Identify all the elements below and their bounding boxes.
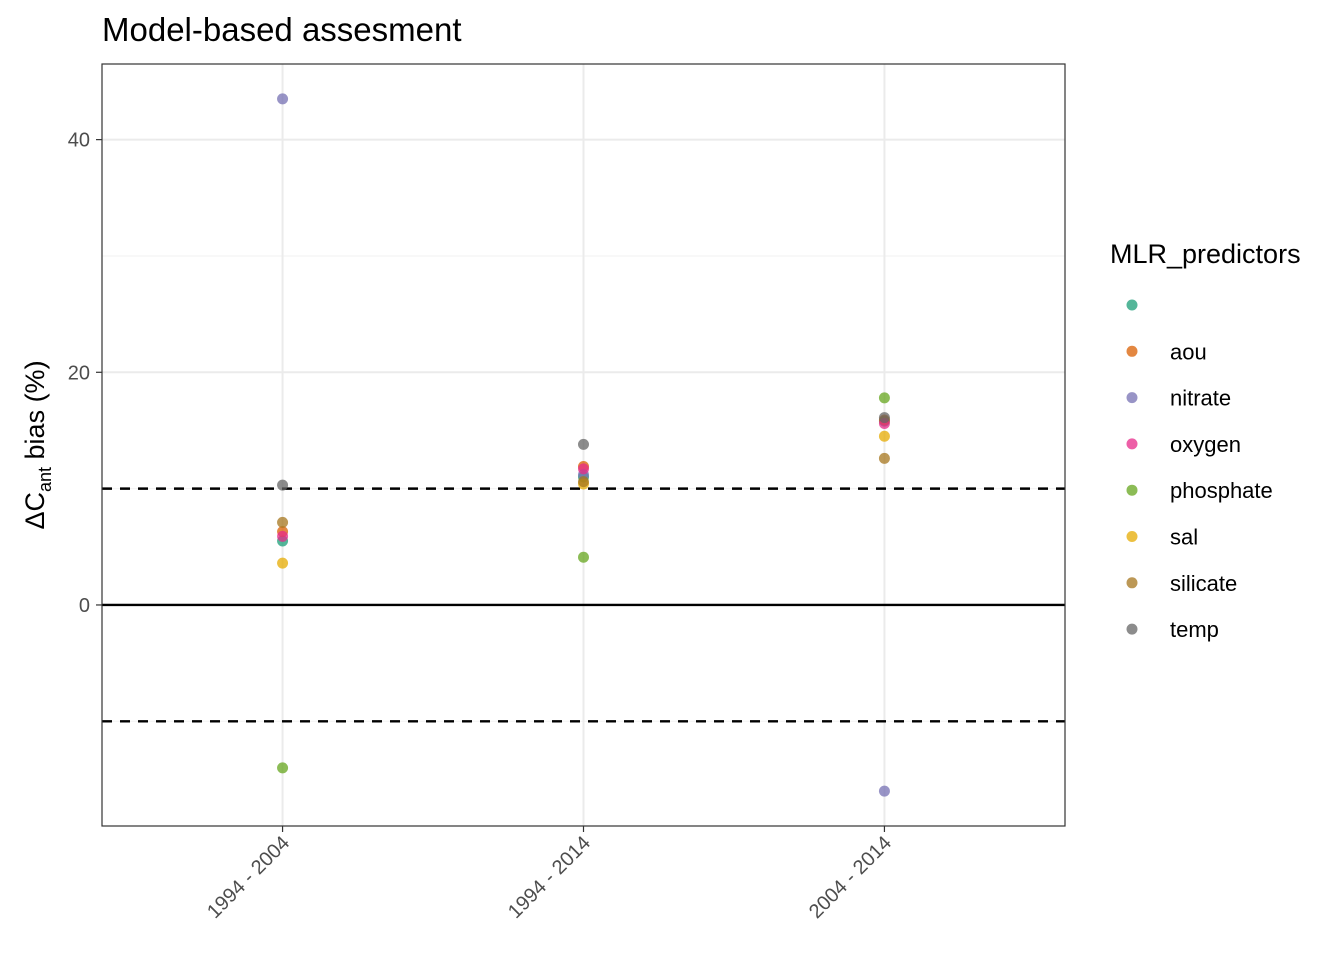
legend-items: aou nitrate oxygen phosphate sal silicate temp: [1126, 299, 1273, 642]
data-point: [578, 438, 589, 450]
plot-panel: [101, 63, 1066, 827]
data-point: [878, 412, 890, 424]
legend-title: MLR_predictors: [1110, 239, 1301, 269]
y-tick-label: 40: [68, 130, 90, 152]
chart-title: Model-based assesment: [102, 11, 462, 48]
y-axis-label: ΔCant bias (%): [20, 360, 55, 529]
legend-label: nitrate: [1170, 386, 1231, 411]
data-point: [878, 392, 890, 404]
y-tick-label: 0: [79, 595, 90, 617]
legend-label: silicate: [1170, 571, 1237, 596]
data-point: [277, 557, 289, 569]
data-point: [578, 463, 589, 475]
data-point: [578, 476, 589, 488]
x-tick-label: 1994 - 2014: [504, 832, 595, 923]
legend-key: [1126, 345, 1138, 357]
data-point: [277, 479, 289, 491]
y-axis-label-suffix: bias (%): [20, 360, 50, 467]
data-point: [578, 551, 589, 563]
legend: MLR_predictors aou nitrate oxygen phosphate…: [1110, 239, 1301, 642]
data-points: [277, 93, 890, 797]
legend-key: [1126, 484, 1138, 496]
data-point: [277, 530, 289, 542]
legend-key: [1126, 438, 1138, 450]
data-point: [277, 516, 289, 528]
reference-lines: [102, 487, 1065, 723]
x-tick-label: 1994 - 2004: [203, 832, 294, 923]
legend-key: [1126, 577, 1138, 589]
y-tick-label: 20: [68, 362, 90, 384]
legend-key: [1126, 531, 1138, 542]
legend-label: oxygen: [1170, 432, 1241, 457]
legend-label: temp: [1170, 617, 1219, 642]
legend-label: phosphate: [1170, 478, 1273, 503]
x-axis: 1994 - 2004 1994 - 2014 2004 - 2014: [203, 826, 896, 923]
legend-key: [1126, 392, 1138, 404]
data-point: [277, 93, 289, 105]
x-tick-label: 2004 - 2014: [805, 832, 896, 923]
legend-label: sal: [1170, 525, 1198, 550]
y-axis-label-subscript: ant: [35, 467, 55, 492]
data-point: [878, 430, 890, 442]
legend-key: [1126, 299, 1138, 311]
legend-label: aou: [1170, 339, 1207, 364]
y-axis: 0 20 40: [68, 130, 102, 617]
y-axis-label-prefix: ΔC: [20, 492, 50, 530]
data-point: [878, 452, 890, 464]
data-point: [277, 762, 289, 774]
legend-key: [1126, 623, 1138, 635]
data-point: [878, 785, 890, 797]
